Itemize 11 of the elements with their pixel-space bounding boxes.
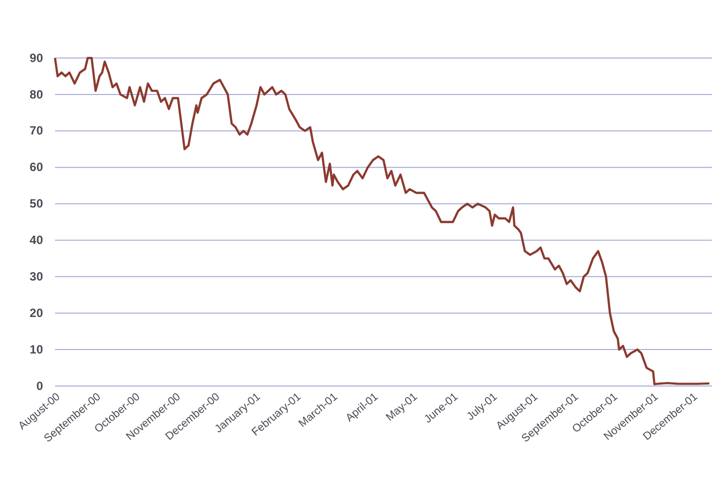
y-tick-label: 80 xyxy=(30,87,44,102)
y-tick-label: 60 xyxy=(30,160,44,174)
y-tick-label: 30 xyxy=(30,270,44,284)
y-tick-label: 50 xyxy=(30,196,44,211)
line-series xyxy=(54,56,710,386)
y-tick-label: 20 xyxy=(30,306,44,320)
y-tick-label: 10 xyxy=(30,342,44,356)
y-tick-label: 90 xyxy=(30,50,44,65)
y-tick-label: 0 xyxy=(36,378,44,393)
y-tick-label: 70 xyxy=(30,124,44,138)
y-tick-label: 40 xyxy=(30,233,44,248)
